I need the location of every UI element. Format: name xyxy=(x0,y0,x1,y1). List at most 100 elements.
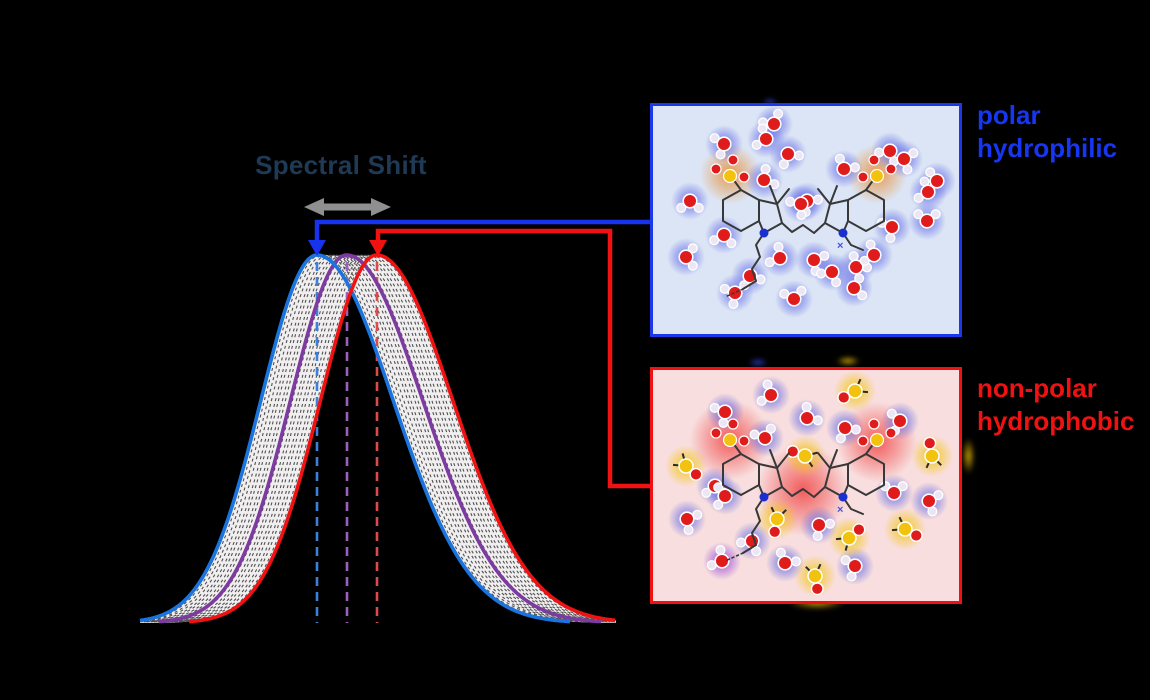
glow-spill xyxy=(762,98,778,105)
hydrogen-atom xyxy=(812,415,823,426)
glow-spill xyxy=(836,356,860,366)
water-molecule xyxy=(921,490,944,517)
hydrogen-atom xyxy=(693,202,704,213)
hydrogen-atom xyxy=(796,285,807,296)
nonpolar-label-line1: non-polar xyxy=(977,373,1097,403)
water-molecule xyxy=(719,283,743,309)
red-spectrum-curve xyxy=(188,253,616,624)
oxygen-atom xyxy=(772,250,788,266)
water-molecule xyxy=(835,420,861,444)
oxygen-atom xyxy=(757,430,773,446)
polar-panel: × xyxy=(650,103,962,337)
water-molecule xyxy=(764,242,788,268)
hydrogen-atom xyxy=(848,251,859,262)
oxygen-atom xyxy=(886,485,902,501)
oxygen-atom xyxy=(716,227,732,243)
oxygen-atom xyxy=(868,154,880,166)
oxygen-atom xyxy=(727,285,743,301)
nitrogen-atom xyxy=(838,228,848,238)
oxygen-atom xyxy=(885,427,897,439)
water-molecule xyxy=(840,555,863,582)
intermediate-spectrum-curve xyxy=(167,254,611,623)
oxygen-atom xyxy=(921,493,937,509)
sulfur-atom xyxy=(869,168,885,184)
hydrogen-atom xyxy=(713,499,724,510)
oxygen-atom xyxy=(786,445,800,459)
oxygen-atom xyxy=(837,391,851,405)
water-molecule xyxy=(913,209,941,229)
water-molecule xyxy=(880,481,908,501)
oxygen-atom xyxy=(892,413,908,429)
oxygen-atom xyxy=(868,418,880,430)
alkyl-tail-dotted-end xyxy=(724,288,744,298)
oxygen-atom xyxy=(793,196,809,212)
hydrogen-atom xyxy=(913,209,924,220)
water-molecule xyxy=(811,517,835,541)
hydrogen-atom xyxy=(728,298,739,309)
right-gem-dimethyl xyxy=(817,449,838,469)
hydrogen-atom xyxy=(790,556,801,567)
oxygen-atom xyxy=(717,488,733,504)
counterion-x-mark: × xyxy=(837,240,843,252)
right-gem-dimethyl xyxy=(817,185,838,205)
oxygen-atom xyxy=(716,136,732,152)
sulfur-atom xyxy=(797,448,813,464)
oxygen-atom xyxy=(919,213,935,229)
intermediate-spectrum-curve xyxy=(146,254,590,623)
oxygen-atom xyxy=(896,151,912,167)
water-molecule xyxy=(874,143,900,167)
sulfur-atom xyxy=(869,432,885,448)
hydrogen-atom xyxy=(886,408,897,419)
oxygen-atom xyxy=(857,435,869,447)
sulfur-atom xyxy=(769,511,785,527)
dmso-molecule xyxy=(923,436,942,469)
oxygen-atom xyxy=(929,173,945,189)
oxygen-atom xyxy=(758,131,774,147)
oxygen-atom xyxy=(727,418,739,430)
spectral-shift-label: Spectral Shift xyxy=(255,150,427,180)
water-molecule xyxy=(785,196,809,221)
dmso-molecule xyxy=(672,453,703,481)
intermediate-spectrum-curve xyxy=(181,254,615,623)
oxygen-atom xyxy=(756,172,772,188)
dye-molecule xyxy=(722,178,885,298)
hydrogen-atom xyxy=(885,232,896,243)
oxygen-atom xyxy=(857,171,869,183)
oxygen-atom xyxy=(678,249,694,265)
oxygen-atom xyxy=(837,420,853,436)
water-molecule xyxy=(679,509,703,535)
water-molecule xyxy=(848,251,873,275)
hydrogen-atom xyxy=(683,524,694,535)
hydrogen-atom xyxy=(760,164,771,175)
intermediate-spectrum-curve xyxy=(143,254,587,623)
oxygen-atom xyxy=(766,116,782,132)
polar-connector-arrowhead xyxy=(308,240,326,256)
left-five-ring xyxy=(758,199,783,234)
water-molecule xyxy=(779,285,807,307)
oxygen-atom xyxy=(811,517,827,533)
hydrogen-atom xyxy=(824,518,835,529)
hydrogen-atom xyxy=(812,530,823,541)
hydrogen-atom xyxy=(687,243,698,254)
nitrogen-atom xyxy=(838,492,848,502)
purple-spectrum-curve xyxy=(158,253,602,624)
dmso-molecule xyxy=(805,563,824,596)
counterion-x-mark: × xyxy=(837,504,843,516)
water-molecule xyxy=(846,273,868,301)
spectral-shift-arrow-right-head xyxy=(371,198,391,216)
left-gem-dimethyl xyxy=(769,185,790,205)
oxygen-atom xyxy=(777,555,793,571)
oxygen-atom xyxy=(824,264,840,280)
oxygen-atom xyxy=(682,193,698,209)
alkyl-tail xyxy=(742,496,765,554)
hydrogen-atom xyxy=(801,401,812,413)
intermediate-spectrum-curve xyxy=(150,254,594,623)
oxygen-atom xyxy=(909,528,923,542)
hydrogen-atom xyxy=(850,424,861,435)
sulfur-atom xyxy=(841,530,857,546)
left-gem-dimethyl xyxy=(769,449,790,469)
water-molecule xyxy=(834,153,860,177)
oxygen-atom xyxy=(810,582,824,596)
